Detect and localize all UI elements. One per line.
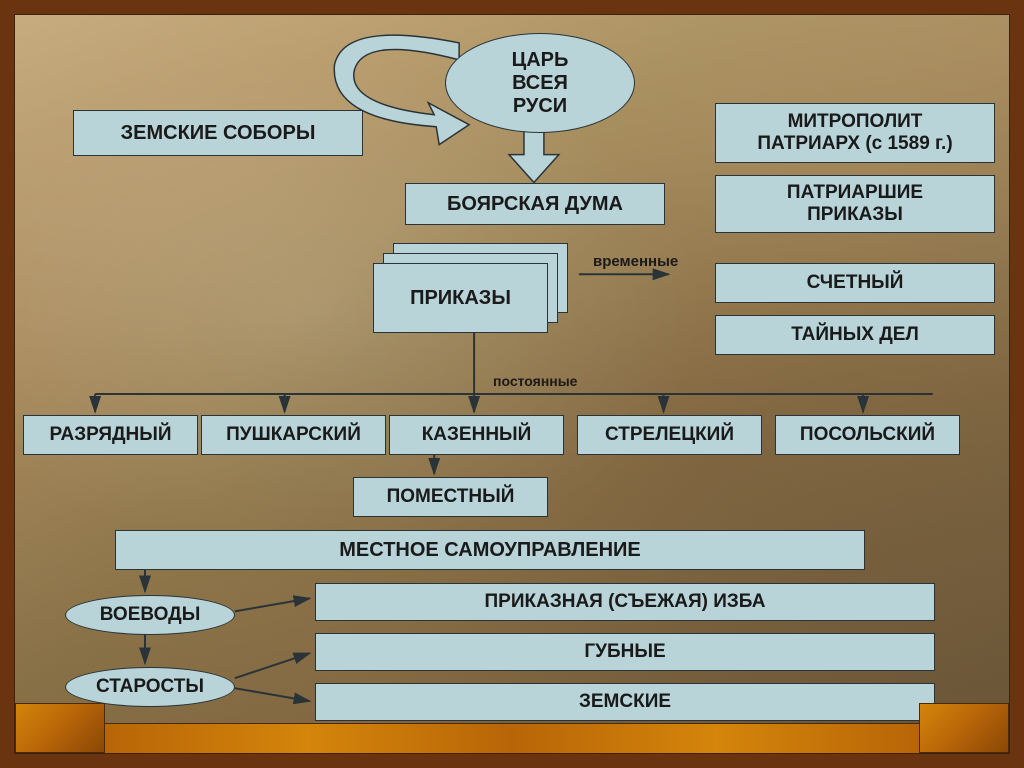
node-gubnye: ГУБНЫЕ bbox=[315, 633, 935, 671]
node-zemskie: ЗЕМСКИЕ bbox=[315, 683, 935, 721]
node-label: СТАРОСТЫ bbox=[96, 676, 204, 698]
node-zemskie-sobory: ЗЕМСКИЕ СОБОРЫ bbox=[73, 110, 363, 156]
node-label: СТРЕЛЕЦКИЙ bbox=[605, 424, 734, 446]
node-label: РАЗРЯДНЫЙ bbox=[50, 424, 172, 446]
label-postoyannye: постоянные bbox=[493, 373, 577, 389]
node-patriarshie-prikazy: ПАТРИАРШИЕ ПРИКАЗЫ bbox=[715, 175, 995, 233]
node-label: МЕСТНОЕ САМОУПРАВЛЕНИЕ bbox=[339, 539, 640, 562]
node-pomestnyy: ПОМЕСТНЫЙ bbox=[353, 477, 548, 517]
node-razryadnyy: РАЗРЯДНЫЙ bbox=[23, 415, 198, 455]
node-label: КАЗЕННЫЙ bbox=[422, 424, 532, 446]
node-label: ГУБНЫЕ bbox=[584, 641, 665, 663]
node-pushkarskiy: ПУШКАРСКИЙ bbox=[201, 415, 386, 455]
node-label: ЗЕМСКИЕ СОБОРЫ bbox=[121, 122, 316, 145]
node-mestnoe: МЕСТНОЕ САМОУПРАВЛЕНИЕ bbox=[115, 530, 865, 570]
node-streletskiy: СТРЕЛЕЦКИЙ bbox=[577, 415, 762, 455]
node-prikazy: ПРИКАЗЫ bbox=[373, 263, 548, 333]
outer-frame: ЦАРЬ ВСЕЯ РУСИ ЗЕМСКИЕ СОБОРЫ МИТРОПОЛИТ… bbox=[0, 0, 1024, 768]
label-text: временные bbox=[593, 253, 678, 270]
node-label: ПАТРИАРШИЕ ПРИКАЗЫ bbox=[787, 182, 923, 226]
node-label: ВОЕВОДЫ bbox=[100, 604, 201, 626]
label-text: постоянные bbox=[493, 373, 577, 389]
node-label: ПРИКАЗЫ bbox=[410, 287, 511, 310]
node-label: БОЯРСКАЯ ДУМА bbox=[447, 193, 623, 216]
node-label: ПОСОЛЬСКИЙ bbox=[800, 424, 935, 446]
node-label: ПОМЕСТНЫЙ bbox=[387, 486, 515, 508]
label-vremennye: временные bbox=[593, 253, 678, 270]
node-starosty: СТАРОСТЫ bbox=[65, 667, 235, 707]
node-label: ТАЙНЫХ ДЕЛ bbox=[791, 324, 919, 346]
node-label: ЦАРЬ ВСЕЯ РУСИ bbox=[512, 49, 569, 118]
node-label: МИТРОПОЛИТ ПАТРИАРХ (с 1589 г.) bbox=[757, 111, 952, 155]
ornament-bottom-right bbox=[919, 703, 1009, 753]
node-taynykh-del: ТАЙНЫХ ДЕЛ bbox=[715, 315, 995, 355]
node-posolskiy: ПОСОЛЬСКИЙ bbox=[775, 415, 960, 455]
node-kazennyy: КАЗЕННЫЙ bbox=[389, 415, 564, 455]
node-label: СЧЕТНЫЙ bbox=[807, 272, 904, 294]
node-voevody: ВОЕВОДЫ bbox=[65, 595, 235, 635]
node-label: ПРИКАЗНАЯ (СЪЕЖАЯ) ИЗБА bbox=[485, 591, 766, 613]
node-prikaznaya-izba: ПРИКАЗНАЯ (СЪЕЖАЯ) ИЗБА bbox=[315, 583, 935, 621]
inner-frame: ЦАРЬ ВСЕЯ РУСИ ЗЕМСКИЕ СОБОРЫ МИТРОПОЛИТ… bbox=[14, 14, 1010, 754]
node-label: ПУШКАРСКИЙ bbox=[226, 424, 361, 446]
node-boyarskaya-duma: БОЯРСКАЯ ДУМА bbox=[405, 183, 665, 225]
node-label: ЗЕМСКИЕ bbox=[579, 691, 671, 713]
node-tsar: ЦАРЬ ВСЕЯ РУСИ bbox=[445, 33, 635, 133]
node-schetnyy: СЧЕТНЫЙ bbox=[715, 263, 995, 303]
ornament-bottom-left bbox=[15, 703, 105, 753]
ornament-bottom-strip bbox=[105, 723, 919, 753]
node-mitropolit: МИТРОПОЛИТ ПАТРИАРХ (с 1589 г.) bbox=[715, 103, 995, 163]
